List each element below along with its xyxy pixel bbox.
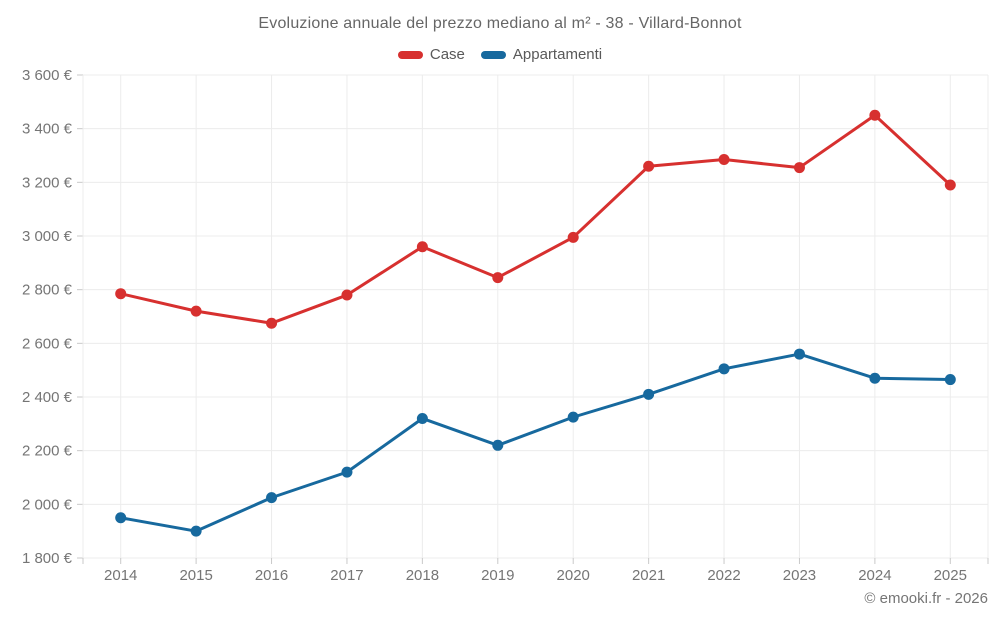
point-appartamenti-2015[interactable] (190, 525, 202, 537)
point-appartamenti-2024[interactable] (869, 372, 881, 384)
y-axis-label: 3 600 € (22, 67, 73, 84)
legend-swatch-case-icon (397, 50, 423, 59)
y-axis-label: 3 400 € (22, 121, 73, 138)
legend-label-case: Case (429, 46, 465, 63)
y-axis-label: 2 000 € (22, 496, 73, 513)
x-axis-label: 2017 (330, 567, 363, 584)
y-axis-label: 2 200 € (22, 443, 73, 460)
chart-legend: Case Appartamenti (0, 46, 1000, 63)
x-axis-label: 2020 (557, 567, 590, 584)
x-axis-label: 2016 (255, 567, 288, 584)
point-appartamenti-2021[interactable] (643, 388, 655, 400)
copyright-watermark: © emooki.fr - 2026 (864, 590, 988, 607)
point-case-2015[interactable] (190, 305, 202, 317)
line-appartamenti (119, 352, 952, 533)
point-case-2016[interactable] (266, 317, 278, 329)
point-case-2014[interactable] (115, 288, 127, 300)
y-axis-label: 3 200 € (22, 174, 73, 191)
point-case-2019[interactable] (492, 272, 504, 284)
point-appartamenti-2018[interactable] (416, 412, 428, 424)
x-axis-label: 2022 (707, 567, 740, 584)
legend-swatch-appartamenti-icon (480, 50, 506, 59)
x-axis-label: 2015 (179, 567, 212, 584)
x-axis-label: 2025 (934, 567, 967, 584)
point-appartamenti-2020[interactable] (567, 411, 579, 423)
x-axis-label: 2023 (783, 567, 816, 584)
line-case (119, 113, 952, 325)
point-case-2018[interactable] (416, 241, 428, 253)
point-appartamenti-2019[interactable] (492, 439, 504, 451)
y-axis-label: 1 800 € (22, 550, 73, 567)
x-axis-label: 2024 (858, 567, 891, 584)
point-appartamenti-2017[interactable] (341, 466, 353, 478)
legend-item-case[interactable]: Case (397, 46, 465, 63)
x-axis-label: 2021 (632, 567, 665, 584)
point-case-2020[interactable] (567, 231, 579, 243)
point-appartamenti-2022[interactable] (718, 363, 730, 375)
point-case-2017[interactable] (341, 289, 353, 301)
y-axis-label: 2 800 € (22, 282, 73, 299)
x-axis-label: 2014 (104, 567, 137, 584)
point-case-2021[interactable] (643, 160, 655, 172)
point-appartamenti-2025[interactable] (944, 374, 956, 386)
point-appartamenti-2023[interactable] (793, 348, 805, 360)
chart-title: Evoluzione annuale del prezzo mediano al… (258, 15, 742, 32)
point-case-2022[interactable] (718, 154, 730, 166)
point-case-2025[interactable] (944, 179, 956, 191)
x-axis-label: 2018 (406, 567, 439, 584)
y-axis-label: 3 000 € (22, 228, 73, 245)
point-case-2024[interactable] (869, 109, 881, 121)
y-axis-label: 2 600 € (22, 335, 73, 352)
y-axis-label: 2 400 € (22, 389, 73, 406)
legend-label-appartamenti: Appartamenti (512, 46, 603, 63)
x-axis-label: 2019 (481, 567, 514, 584)
legend-item-appartamenti[interactable]: Appartamenti (480, 46, 603, 63)
point-case-2023[interactable] (793, 162, 805, 174)
point-appartamenti-2016[interactable] (266, 492, 278, 504)
point-appartamenti-2014[interactable] (115, 512, 127, 524)
